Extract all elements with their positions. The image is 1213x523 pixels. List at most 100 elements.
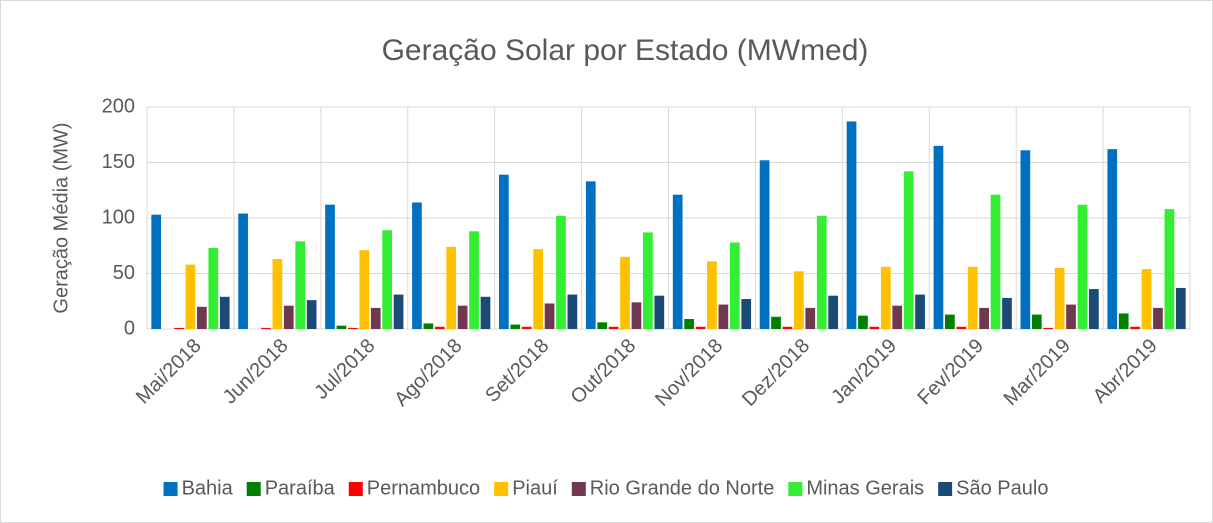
bar <box>359 250 370 329</box>
bar <box>933 145 944 329</box>
bar <box>1020 150 1031 329</box>
legend-swatch <box>246 482 261 496</box>
bar <box>956 326 967 329</box>
bar <box>238 213 248 329</box>
bar <box>434 326 445 329</box>
bar <box>620 256 630 329</box>
bar <box>729 242 740 329</box>
bar <box>174 327 184 329</box>
bar <box>151 214 162 329</box>
bar <box>325 204 335 329</box>
bar <box>1043 327 1054 329</box>
bar <box>794 271 804 329</box>
bar <box>446 246 457 329</box>
bar <box>567 294 578 329</box>
bar <box>741 299 752 329</box>
bar <box>348 327 358 329</box>
bar <box>967 266 978 329</box>
legend-label: Bahia <box>182 477 234 499</box>
legend-label: Paraíba <box>265 477 336 499</box>
bar <box>306 300 317 329</box>
bar <box>556 215 566 329</box>
bar <box>892 305 903 329</box>
bar <box>990 194 1001 329</box>
bar <box>1141 269 1152 329</box>
legend-label: Minas Gerais <box>806 477 924 499</box>
legend-swatch <box>494 482 509 496</box>
bar <box>208 247 219 329</box>
bar <box>457 305 468 329</box>
bar <box>423 323 434 329</box>
bar <box>945 314 955 329</box>
bar <box>846 121 857 330</box>
bar <box>805 307 816 329</box>
bar <box>1089 289 1099 329</box>
bar <box>1002 297 1012 329</box>
y-tick-label: 200 <box>102 95 135 117</box>
bar <box>393 294 404 329</box>
bar <box>718 304 729 329</box>
legend-label: Piauí <box>512 477 558 499</box>
bar <box>1130 326 1140 329</box>
bar <box>1153 307 1163 329</box>
bar <box>585 181 596 329</box>
y-tick-label: 50 <box>113 262 135 284</box>
bar <box>1077 204 1088 329</box>
bar <box>608 326 619 329</box>
bar <box>336 325 347 329</box>
legend-swatch <box>163 482 178 496</box>
y-axis-label: Geração Média (MW) <box>50 122 72 313</box>
bar <box>643 232 653 329</box>
bar <box>597 322 608 329</box>
bar <box>672 194 683 329</box>
bar <box>979 307 989 329</box>
bar <box>771 316 781 329</box>
bar <box>197 306 207 329</box>
bar <box>858 315 868 329</box>
bar <box>295 241 306 329</box>
bar <box>1175 287 1186 329</box>
bar <box>684 319 694 329</box>
legend-label: São Paulo <box>956 477 1048 499</box>
bar <box>880 266 891 329</box>
bar <box>370 307 381 329</box>
bar <box>1164 209 1175 329</box>
bar <box>816 215 827 329</box>
bar <box>272 259 283 329</box>
legend-swatch <box>571 482 586 496</box>
bar <box>915 294 925 329</box>
chart-title: Geração Solar por Estado (MWmed) <box>382 34 869 67</box>
bar <box>1107 149 1118 329</box>
legend-label: Rio Grande do Norte <box>590 477 775 499</box>
y-tick-label: 100 <box>102 206 135 228</box>
bar <box>521 326 532 329</box>
y-tick-label: 150 <box>102 151 135 173</box>
bar <box>1118 313 1129 329</box>
bar <box>1066 304 1076 329</box>
legend-swatch <box>348 482 363 496</box>
bar <box>869 326 880 329</box>
bar <box>469 231 479 329</box>
bar <box>544 303 555 329</box>
bar <box>631 302 642 329</box>
bar <box>261 327 271 329</box>
bar <box>480 296 491 329</box>
bar <box>1031 314 1042 329</box>
legend-swatch <box>938 482 953 496</box>
bar <box>510 324 521 329</box>
y-tick-label: 0 <box>124 317 135 339</box>
bar <box>707 261 717 329</box>
legend-swatch <box>788 482 803 496</box>
bar <box>219 296 230 329</box>
bar <box>695 326 706 329</box>
bar <box>185 264 196 329</box>
bar <box>499 174 509 329</box>
bar <box>903 171 914 329</box>
bar <box>412 202 422 329</box>
bar <box>759 160 770 329</box>
bar <box>1054 267 1065 329</box>
legend-label: Pernambuco <box>367 477 480 499</box>
bar <box>533 249 543 329</box>
